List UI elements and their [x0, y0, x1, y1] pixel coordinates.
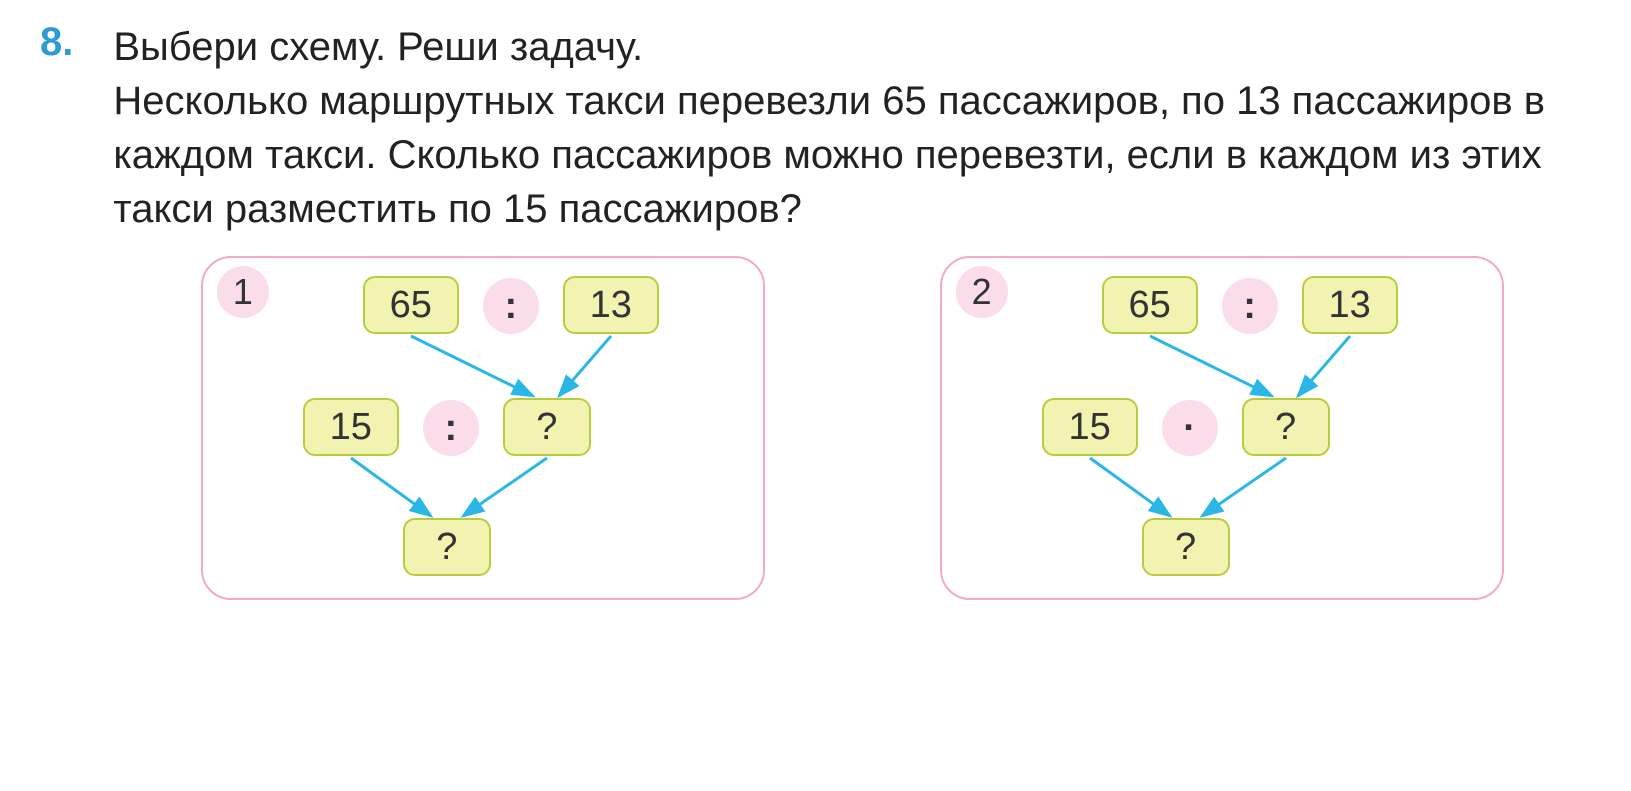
node-top-right: 13: [1302, 276, 1398, 334]
node-top-left: 65: [363, 276, 459, 334]
diagram-badge-2: 2: [956, 266, 1008, 318]
node-mid-left: 15: [303, 398, 399, 456]
diagram-card-2: 2 65 : 13: [940, 256, 1504, 600]
node-top-right: 13: [563, 276, 659, 334]
arrow: [1090, 458, 1170, 516]
node-mid-right: ?: [503, 398, 591, 456]
arrow: [411, 336, 533, 396]
arrow: [1150, 336, 1272, 396]
node-mid-right: ?: [1242, 398, 1330, 456]
arrow: [351, 458, 431, 516]
node-bottom: ?: [403, 518, 491, 576]
arrow: [463, 458, 547, 516]
op-top: :: [1222, 278, 1278, 334]
arrow: [559, 336, 611, 396]
problem-text: Несколько маршрутных такси перевезли 65 …: [113, 74, 1591, 236]
op-mid: :: [423, 400, 479, 456]
arrow: [1202, 458, 1286, 516]
arrow: [1298, 336, 1350, 396]
node-bottom: ?: [1142, 518, 1230, 576]
problem-container: 8. Выбери схему. Реши задачу. Несколько …: [40, 20, 1591, 600]
node-top-left: 65: [1102, 276, 1198, 334]
node-mid-left: 15: [1042, 398, 1138, 456]
problem-title: Выбери схему. Реши задачу.: [113, 20, 1591, 74]
diagrams-row: 1 65 : 13: [113, 256, 1591, 600]
op-mid: ·: [1162, 400, 1218, 456]
diagram-card-1: 1 65 : 13: [201, 256, 765, 600]
problem-number: 8.: [40, 20, 73, 65]
problem-body: Выбери схему. Реши задачу. Несколько мар…: [113, 20, 1591, 600]
op-top: :: [483, 278, 539, 334]
diagram-badge-1: 1: [217, 266, 269, 318]
